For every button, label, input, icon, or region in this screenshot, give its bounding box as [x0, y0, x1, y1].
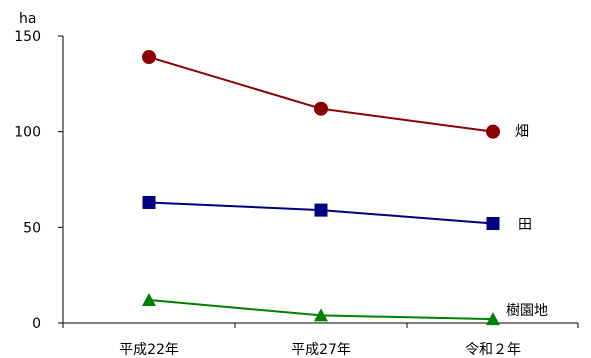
series-3	[142, 293, 500, 326]
y-tick-label: 150	[14, 29, 41, 45]
data-point-triangle	[314, 308, 328, 322]
x-tick-label: 平成27年	[291, 342, 351, 358]
data-point-square	[142, 195, 156, 209]
series-line	[148, 56, 494, 133]
x-tick-label: 平成22年	[119, 342, 179, 358]
data-point-circle	[486, 124, 500, 139]
series-label: 樹園地	[506, 303, 548, 319]
data-point-circle	[314, 101, 328, 116]
y-tick-label: 50	[23, 220, 41, 236]
series-2	[142, 195, 500, 231]
series-label: 田	[518, 217, 532, 233]
data-point-triangle	[142, 293, 156, 307]
y-tick-label: 100	[14, 125, 41, 141]
data-point-square	[314, 203, 328, 217]
series-label: 畑	[515, 124, 529, 140]
y-tick-label: 0	[32, 316, 41, 332]
data-point-square	[486, 217, 500, 231]
series-layer	[142, 50, 500, 326]
y-unit-label: ha	[19, 11, 36, 27]
axes	[58, 35, 579, 328]
series-1	[142, 50, 500, 139]
data-point-triangle	[486, 312, 500, 326]
data-point-circle	[142, 50, 156, 65]
x-tick-label: 令和２年	[465, 342, 521, 358]
